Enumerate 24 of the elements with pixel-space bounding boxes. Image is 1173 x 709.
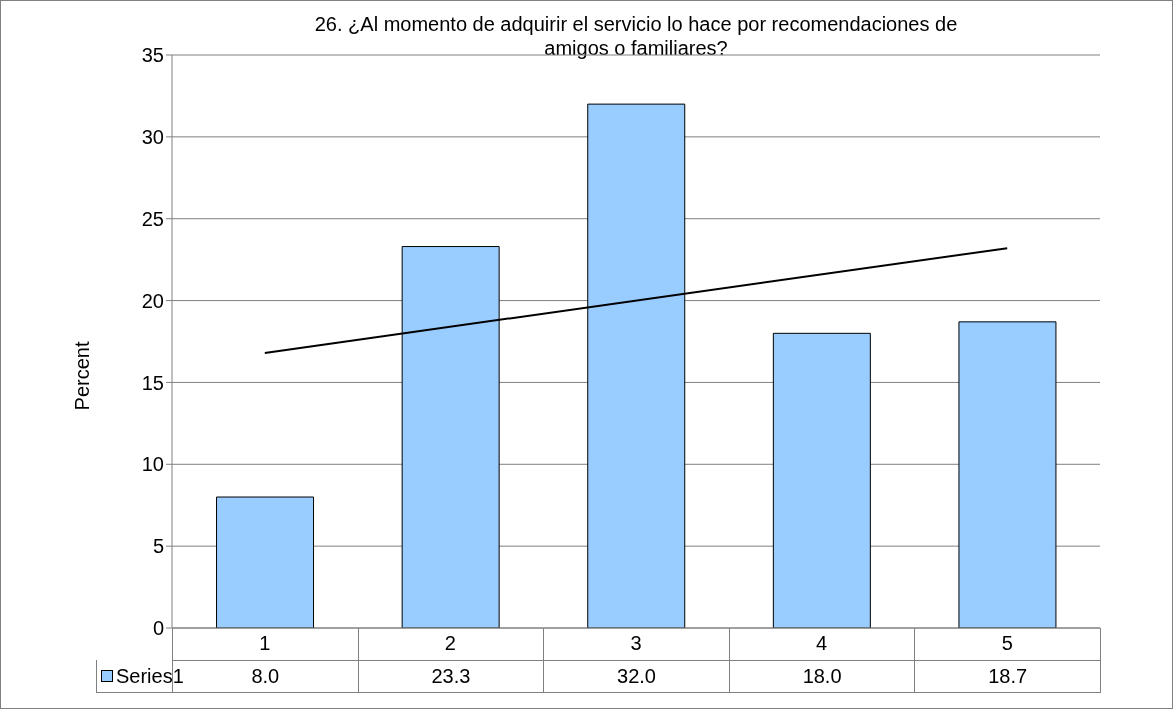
x-tick-label: 1 bbox=[259, 632, 271, 655]
x-tick-label: 2 bbox=[444, 632, 456, 655]
chart-title: 26. ¿Al momento de adquirir el servicio lo hace por recomendaciones de amigos o familiares? bbox=[313, 12, 959, 60]
bar bbox=[772, 332, 871, 628]
x-tick-label: 4 bbox=[816, 632, 828, 655]
y-tick-label: 15 bbox=[141, 371, 164, 394]
data-label: 32.0 bbox=[543, 660, 730, 693]
data-label: 18.7 bbox=[914, 660, 1101, 693]
y-tick-label: 20 bbox=[141, 289, 164, 312]
data-label: 8.0 bbox=[251, 664, 280, 687]
y-tick-label: 10 bbox=[141, 453, 164, 476]
bar bbox=[216, 496, 315, 628]
y-axis-title: Percent bbox=[71, 341, 94, 411]
bar bbox=[958, 321, 1057, 628]
y-tick-label: 35 bbox=[141, 44, 164, 67]
data-label: 23.3 bbox=[357, 660, 545, 693]
x-tick-label: 5 bbox=[1001, 632, 1013, 655]
legend-label: Series1 bbox=[116, 664, 184, 688]
x-tick-label: 3 bbox=[630, 632, 642, 655]
y-tick-label: 0 bbox=[152, 617, 164, 640]
data-label: 18.0 bbox=[728, 660, 916, 693]
y-tick-label: 30 bbox=[141, 125, 164, 148]
y-tick-label: 25 bbox=[141, 207, 164, 230]
y-tick-label: 5 bbox=[152, 535, 164, 558]
